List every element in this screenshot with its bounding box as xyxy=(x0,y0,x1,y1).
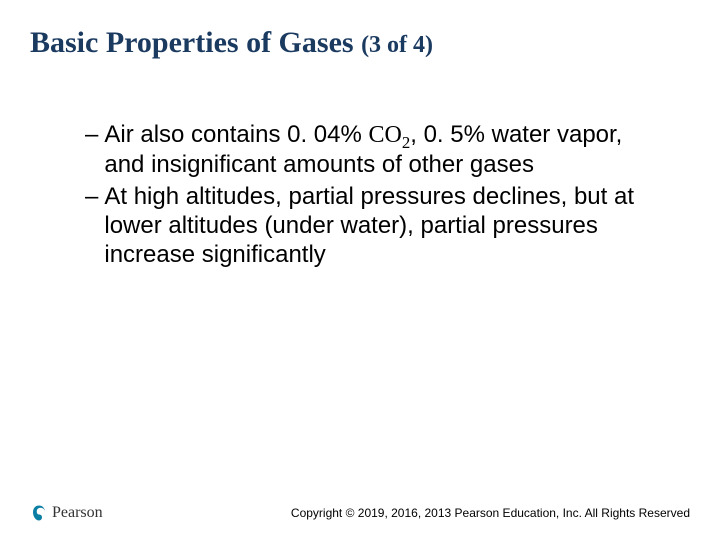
bullet-pre: At high altitudes, partial pressures dec… xyxy=(104,183,634,269)
chemical-formula: CO2 xyxy=(369,122,411,148)
formula-base: CO xyxy=(369,122,402,148)
bullet-text: Air also contains 0. 04% CO2, 0. 5% wate… xyxy=(104,120,660,180)
slide-footer: Pearson Copyright © 2019, 2016, 2013 Pea… xyxy=(30,504,690,522)
pearson-logo: Pearson xyxy=(30,504,103,522)
bullet-text: At high altitudes, partial pressures dec… xyxy=(104,182,660,270)
list-item: – Air also contains 0. 04% CO2, 0. 5% wa… xyxy=(85,120,660,180)
copyright-text: Copyright © 2019, 2016, 2013 Pearson Edu… xyxy=(291,506,690,520)
title-main-text: Basic Properties of Gases xyxy=(30,26,361,59)
formula-subscript: 2 xyxy=(402,133,410,152)
slide-title: Basic Properties of Gases (3 of 4) xyxy=(30,26,690,60)
title-paren-text: (3 of 4) xyxy=(361,32,433,58)
pearson-mark-icon xyxy=(30,504,48,522)
pearson-wordmark: Pearson xyxy=(52,504,103,522)
list-item: – At high altitudes, partial pressures d… xyxy=(85,182,660,270)
slide: Basic Properties of Gases (3 of 4) – Air… xyxy=(0,0,720,540)
bullet-pre: Air also contains 0. 04% xyxy=(104,121,368,148)
bullet-list: – Air also contains 0. 04% CO2, 0. 5% wa… xyxy=(85,120,660,269)
bullet-dash: – xyxy=(85,182,98,270)
bullet-dash: – xyxy=(85,120,98,180)
